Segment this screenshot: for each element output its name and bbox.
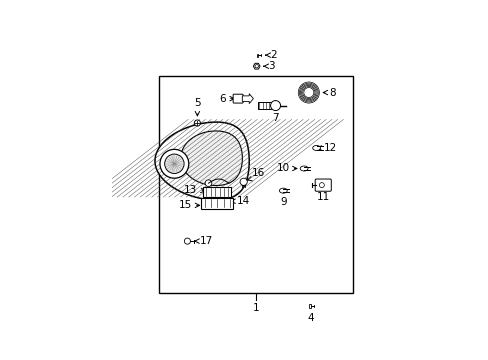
Text: 11: 11 bbox=[316, 192, 329, 202]
Polygon shape bbox=[242, 94, 253, 104]
FancyBboxPatch shape bbox=[233, 94, 243, 103]
Ellipse shape bbox=[300, 166, 307, 171]
Text: 16: 16 bbox=[251, 168, 264, 179]
Polygon shape bbox=[253, 63, 260, 69]
Circle shape bbox=[194, 120, 200, 126]
Circle shape bbox=[160, 149, 188, 178]
Text: 12: 12 bbox=[323, 143, 336, 153]
Ellipse shape bbox=[312, 145, 320, 150]
Bar bbox=[308, 305, 310, 307]
Bar bbox=[257, 102, 270, 109]
Bar bbox=[256, 54, 258, 57]
Text: 5: 5 bbox=[194, 98, 200, 108]
Bar bbox=[159, 76, 352, 293]
Text: 14: 14 bbox=[237, 196, 250, 206]
Text: 13: 13 bbox=[184, 185, 197, 194]
Circle shape bbox=[184, 238, 190, 244]
Bar bbox=[203, 186, 231, 197]
Text: 9: 9 bbox=[280, 197, 286, 207]
Ellipse shape bbox=[279, 188, 286, 193]
FancyBboxPatch shape bbox=[315, 179, 330, 191]
Polygon shape bbox=[155, 122, 249, 200]
Circle shape bbox=[270, 100, 280, 111]
Circle shape bbox=[205, 180, 211, 186]
Polygon shape bbox=[181, 131, 242, 185]
Text: 3: 3 bbox=[268, 61, 275, 71]
Text: 1: 1 bbox=[252, 303, 259, 313]
Text: 15: 15 bbox=[178, 201, 191, 210]
Circle shape bbox=[255, 64, 258, 68]
Text: 17: 17 bbox=[200, 236, 213, 246]
Text: 10: 10 bbox=[276, 163, 289, 174]
Circle shape bbox=[164, 154, 183, 174]
Text: 2: 2 bbox=[270, 50, 277, 60]
Text: 7: 7 bbox=[272, 113, 278, 123]
Bar bbox=[200, 198, 232, 209]
Text: 8: 8 bbox=[328, 87, 335, 98]
Circle shape bbox=[240, 178, 247, 185]
Text: 4: 4 bbox=[307, 314, 313, 324]
Text: 6: 6 bbox=[219, 94, 226, 104]
Circle shape bbox=[319, 183, 324, 188]
